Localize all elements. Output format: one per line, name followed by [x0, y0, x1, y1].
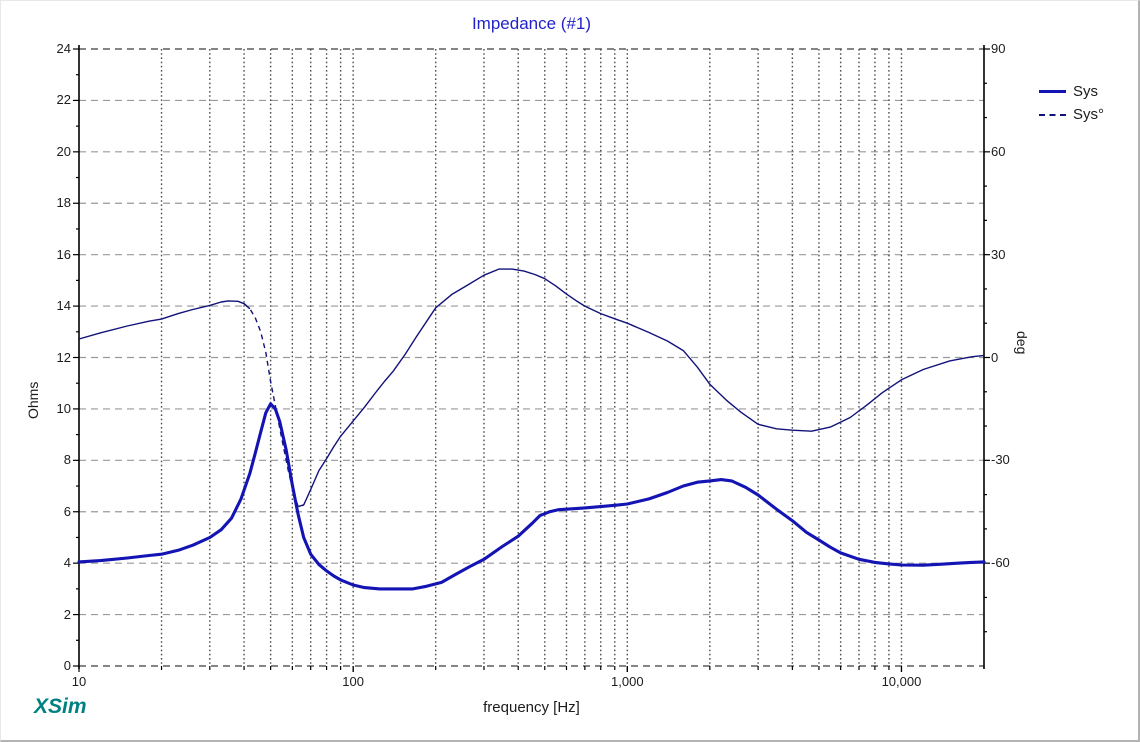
- y-left-tick-label: 12: [56, 349, 71, 365]
- sys-phase-curve: [297, 268, 985, 508]
- y-left-tick-label: 4: [63, 555, 71, 571]
- legend-label-sys-phase: Sys°: [1073, 106, 1105, 123]
- x-tick-label: 1,000: [611, 674, 644, 689]
- legend-item-sys: Sys: [1039, 80, 1104, 103]
- sys-line-swatch: [1039, 90, 1066, 93]
- sys-phase-curve: [78, 300, 251, 340]
- y-right-tick-label: -30: [991, 452, 1010, 468]
- x-tick-label: 10,000: [881, 674, 922, 689]
- y-left-tick-label: 20: [56, 143, 71, 159]
- left-axis-title: Ohms: [25, 381, 41, 419]
- sys-phase-line-swatch: [1039, 113, 1066, 116]
- y-right-tick-label: 0: [991, 349, 999, 365]
- y-left-tick-label: 10: [56, 400, 71, 416]
- y-left-tick-label: 0: [63, 658, 71, 673]
- chart-title: Impedance (#1): [471, 14, 592, 33]
- x-tick-label: 10: [71, 674, 87, 689]
- y-left-tick-label: 8: [63, 452, 71, 468]
- y-right-tick-label: 90: [991, 41, 1006, 56]
- x-axis-title: frequency [Hz]: [483, 699, 580, 716]
- y-left-tick-label: 6: [63, 503, 71, 519]
- legend-label-sys: Sys: [1073, 83, 1099, 100]
- y-right-tick-label: 60: [991, 143, 1006, 159]
- y-left-tick-label: 2: [63, 606, 71, 622]
- legend-item-sys-phase: Sys°: [1039, 103, 1104, 126]
- y-right-tick-label: -60: [991, 555, 1010, 571]
- right-axis-title: deg: [1014, 331, 1030, 355]
- y-right-tick-label: 30: [991, 246, 1006, 262]
- xsim-logo: XSim: [34, 695, 87, 718]
- x-tick-label: 100: [342, 674, 364, 689]
- y-left-tick-label: 16: [56, 246, 71, 262]
- y-left-tick-label: 18: [56, 195, 71, 211]
- sys-impedance-curve: [77, 402, 986, 591]
- y-left-tick-label: 22: [56, 92, 71, 108]
- y-left-tick-label: 14: [56, 298, 71, 314]
- legend: Sys Sys°: [1039, 80, 1104, 126]
- y-left-tick-label: 24: [56, 41, 71, 56]
